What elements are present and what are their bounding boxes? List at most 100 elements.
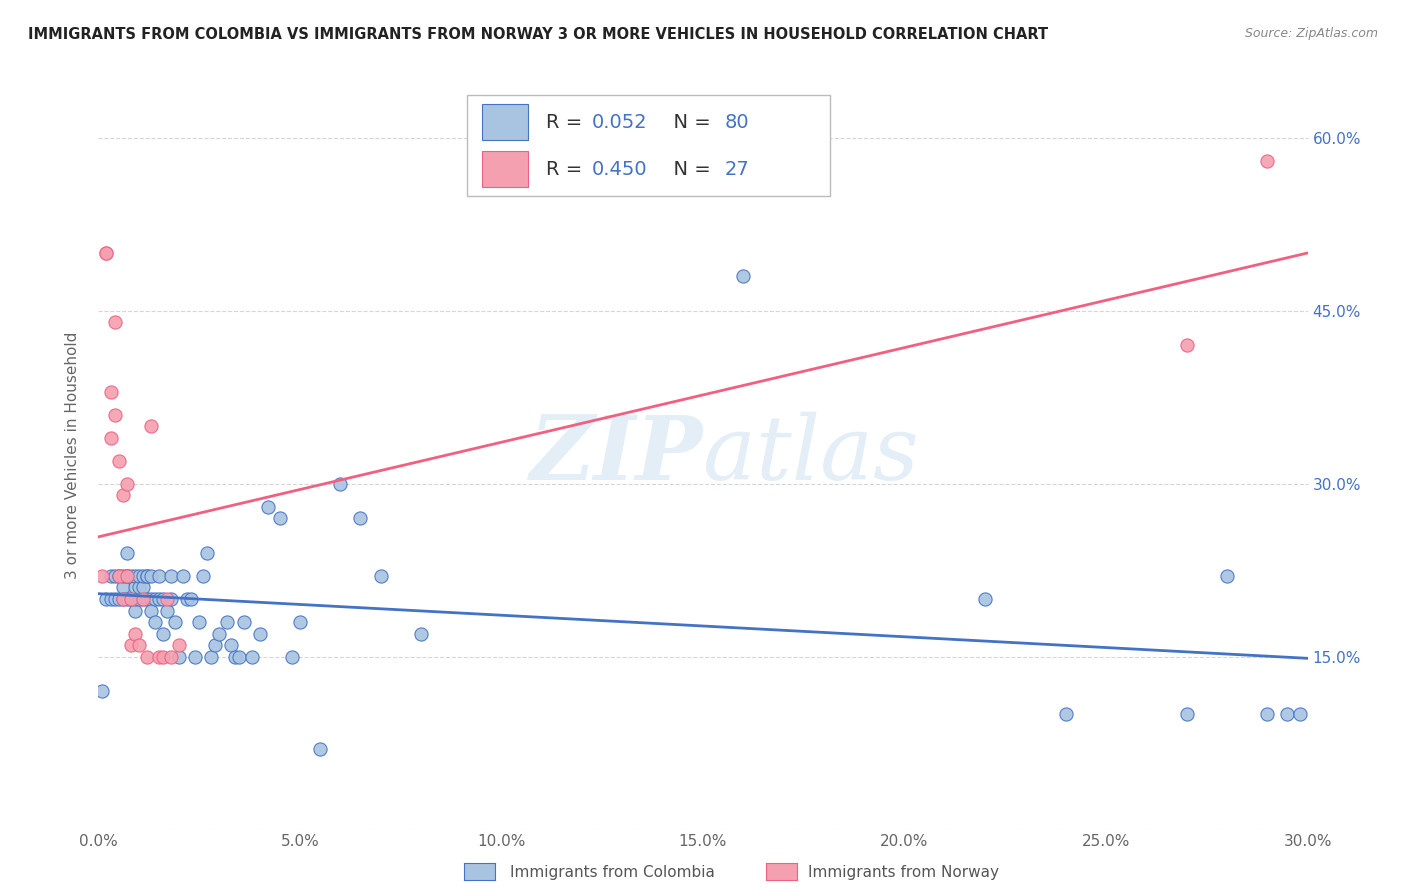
Y-axis label: 3 or more Vehicles in Household: 3 or more Vehicles in Household xyxy=(65,331,80,579)
Point xyxy=(132,592,155,607)
FancyBboxPatch shape xyxy=(467,95,830,196)
Point xyxy=(139,592,162,607)
Point xyxy=(1256,707,1278,722)
Point xyxy=(208,626,231,640)
Text: atlas: atlas xyxy=(703,411,918,499)
Point xyxy=(160,649,183,664)
Bar xyxy=(482,152,527,187)
Point xyxy=(111,592,134,607)
Point xyxy=(100,431,122,445)
Point xyxy=(249,626,271,640)
Point xyxy=(100,592,122,607)
Text: R =: R = xyxy=(546,112,588,132)
Point xyxy=(128,592,150,607)
Point xyxy=(152,649,174,664)
Point xyxy=(256,500,278,514)
Point xyxy=(111,488,134,502)
Point xyxy=(111,581,134,595)
Text: 0.052: 0.052 xyxy=(592,112,647,132)
Point xyxy=(409,626,432,640)
Point xyxy=(107,569,129,583)
Point xyxy=(176,592,198,607)
Point xyxy=(120,592,142,607)
Point xyxy=(269,511,291,525)
Point xyxy=(309,742,332,756)
Point xyxy=(240,649,263,664)
Point xyxy=(135,569,157,583)
Point xyxy=(107,569,129,583)
Point xyxy=(115,546,138,560)
Point xyxy=(107,592,129,607)
Point xyxy=(152,626,174,640)
Point xyxy=(115,476,138,491)
Point xyxy=(224,649,246,664)
Point xyxy=(1277,707,1299,722)
Point xyxy=(107,453,129,467)
Point xyxy=(115,569,138,583)
Point xyxy=(148,592,170,607)
Point xyxy=(200,649,222,664)
Point xyxy=(115,592,138,607)
Point xyxy=(124,569,146,583)
Point xyxy=(172,569,194,583)
Point xyxy=(1054,707,1077,722)
Point xyxy=(160,592,183,607)
Text: N =: N = xyxy=(661,160,717,179)
Point xyxy=(167,649,190,664)
Point xyxy=(148,569,170,583)
Point xyxy=(111,569,134,583)
Text: N =: N = xyxy=(661,112,717,132)
Point xyxy=(156,592,179,607)
Point xyxy=(124,592,146,607)
Point xyxy=(193,569,215,583)
Point xyxy=(1216,569,1239,583)
Point xyxy=(132,592,155,607)
Point xyxy=(96,592,118,607)
Point xyxy=(100,569,122,583)
Text: ZIP: ZIP xyxy=(530,412,703,498)
Point xyxy=(103,569,125,583)
Point xyxy=(232,615,254,629)
Point xyxy=(1256,153,1278,168)
Bar xyxy=(482,104,527,140)
Point xyxy=(120,592,142,607)
Point xyxy=(221,638,243,652)
Point xyxy=(188,615,211,629)
Point xyxy=(195,546,218,560)
Point xyxy=(733,269,755,284)
Point xyxy=(139,419,162,434)
Text: 80: 80 xyxy=(724,112,749,132)
Point xyxy=(139,569,162,583)
Point xyxy=(128,569,150,583)
Text: 0.450: 0.450 xyxy=(592,160,647,179)
Point xyxy=(100,384,122,399)
Text: Source: ZipAtlas.com: Source: ZipAtlas.com xyxy=(1244,27,1378,40)
Text: Immigrants from Norway: Immigrants from Norway xyxy=(808,865,1000,880)
Point xyxy=(128,581,150,595)
Point xyxy=(148,649,170,664)
Point xyxy=(124,603,146,617)
Point xyxy=(120,638,142,652)
Text: R =: R = xyxy=(546,160,588,179)
Point xyxy=(143,592,166,607)
Point xyxy=(103,408,125,422)
Point xyxy=(139,603,162,617)
Point xyxy=(120,592,142,607)
Point xyxy=(111,592,134,607)
Point xyxy=(120,569,142,583)
Point xyxy=(329,476,352,491)
Point xyxy=(349,511,371,525)
Point xyxy=(217,615,239,629)
Point xyxy=(135,649,157,664)
Point xyxy=(167,638,190,652)
Point xyxy=(143,615,166,629)
Point xyxy=(132,569,155,583)
Point xyxy=(1175,707,1198,722)
Point xyxy=(288,615,311,629)
Point xyxy=(91,569,114,583)
Point xyxy=(370,569,392,583)
Point xyxy=(228,649,250,664)
Point xyxy=(124,626,146,640)
Point xyxy=(107,569,129,583)
Point xyxy=(96,246,118,260)
